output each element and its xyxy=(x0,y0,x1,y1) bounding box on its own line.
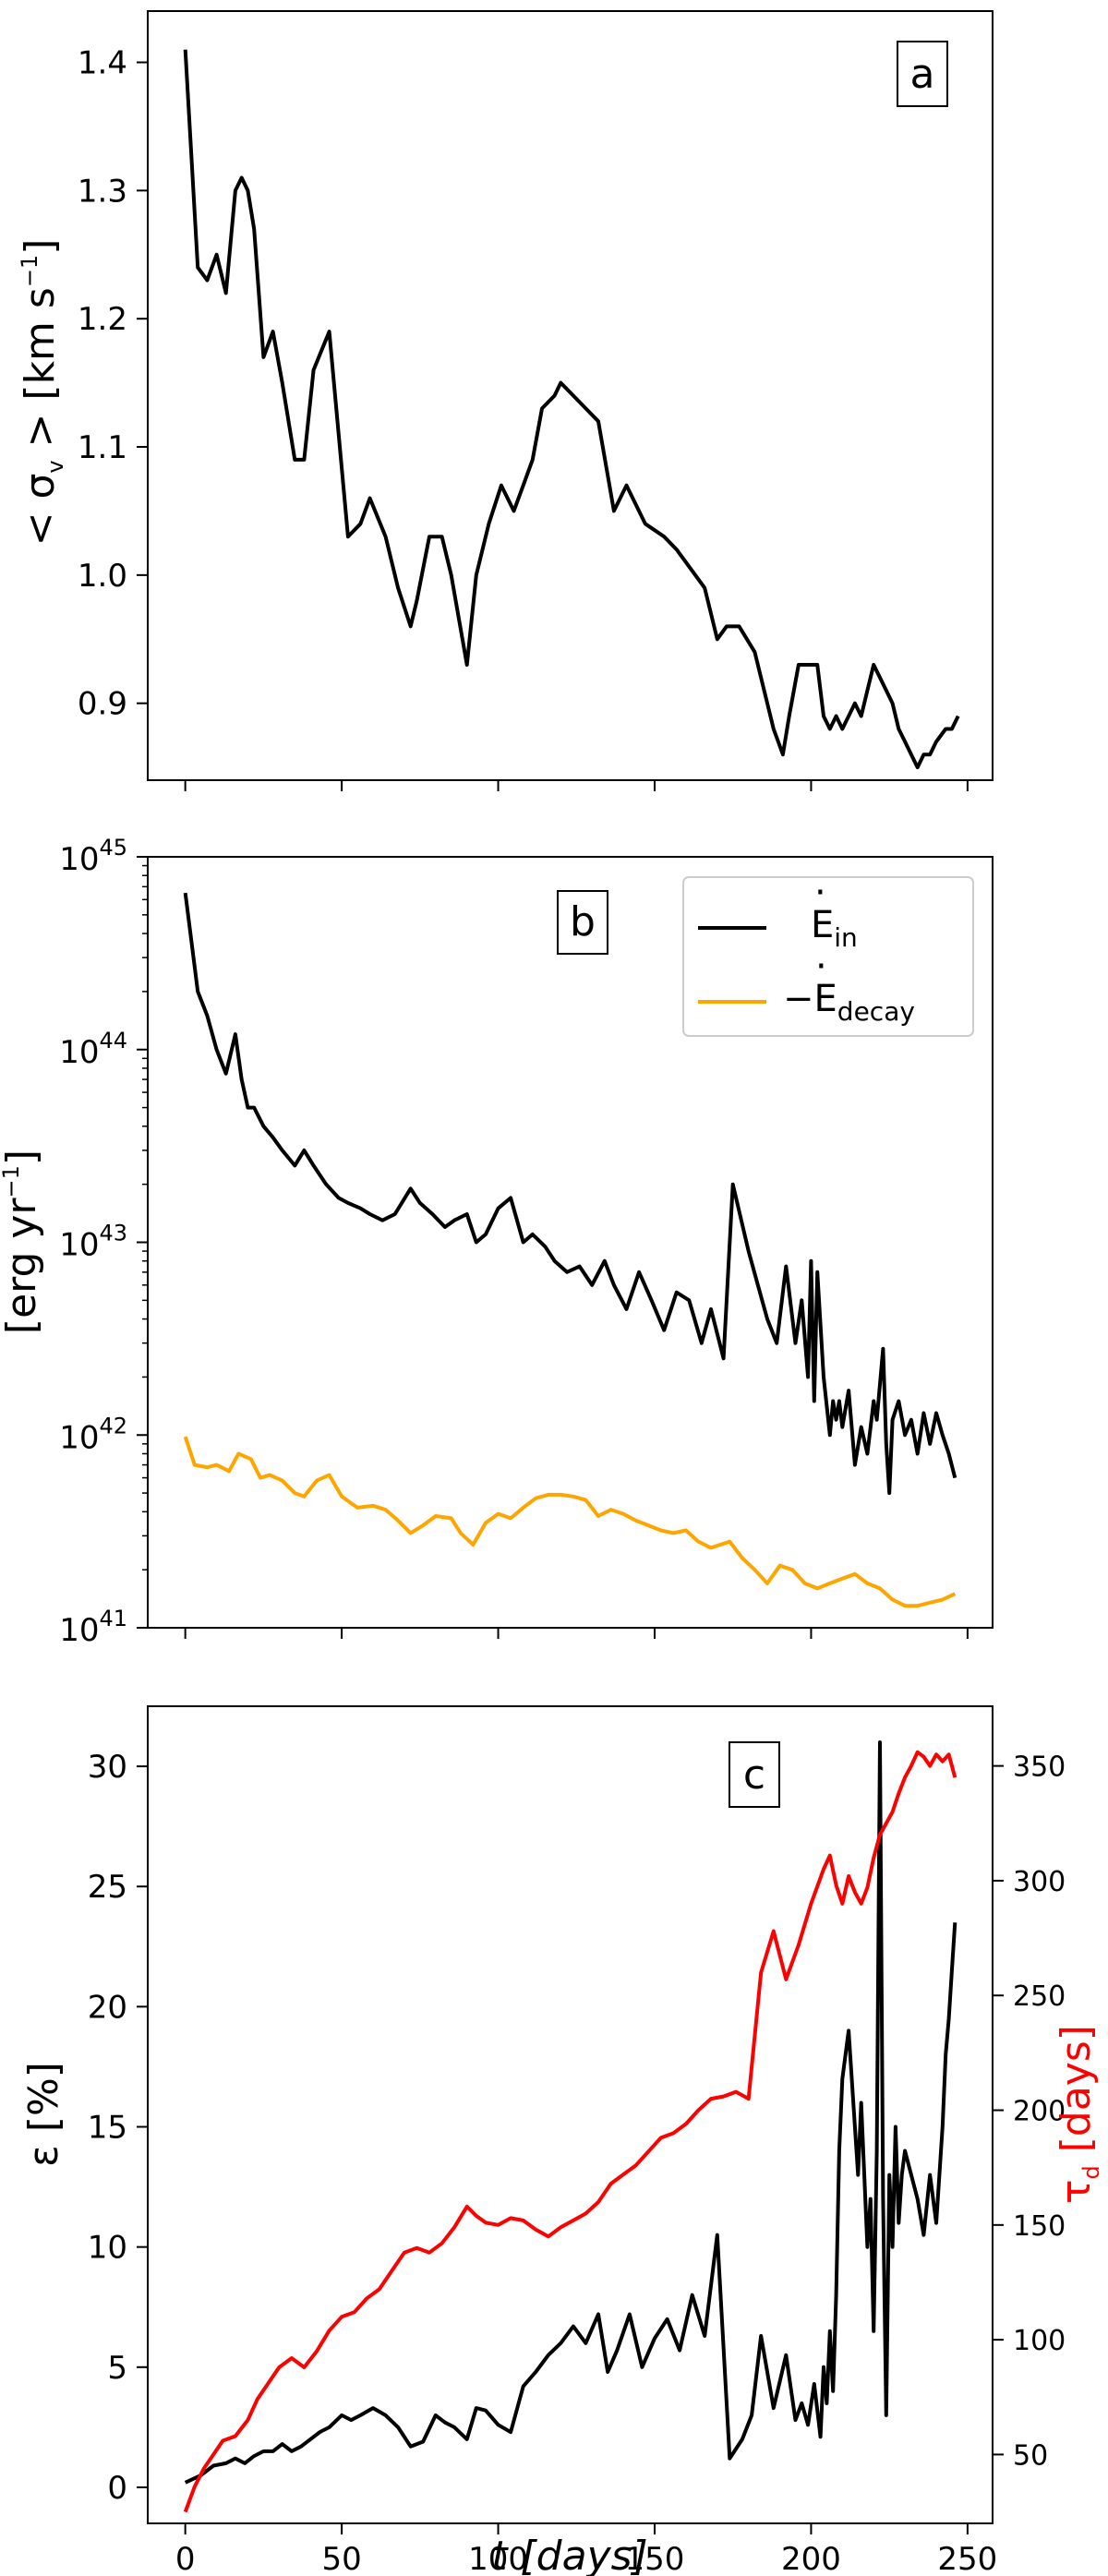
y-tick-label: 1.2 xyxy=(78,301,127,338)
panel-c-frame xyxy=(147,1705,994,2524)
y-right-tick-label: 50 xyxy=(1013,2439,1048,2472)
panel-a: 0.9 1.0 1.1 1.2 1.3 1.4 a < σv > [km s−1] xyxy=(17,10,994,791)
panel-c-ylabel-right: τd [days] xyxy=(1053,2025,1104,2204)
legend-dot-edecay: · xyxy=(815,945,827,988)
y-tick-label: 25 xyxy=(88,1869,127,1906)
x-tick-label: 250 xyxy=(937,2541,997,2576)
panel-c: 0 5 10 15 20 25 30 50 100 150 200 250 300 350 0 50 100 15… xyxy=(20,1705,1104,2576)
legend-box xyxy=(682,876,974,1037)
y-tick-label: 1045 xyxy=(59,835,127,878)
y-right-tick-label: 300 xyxy=(1013,1866,1066,1898)
y-tick-label: 10 xyxy=(88,2230,127,2267)
legend-dot-ein: · xyxy=(814,872,826,914)
y-tick-label: 1044 xyxy=(59,1028,127,1071)
y-right-tick-label: 350 xyxy=(1013,1751,1066,1784)
y-tick-label: 1042 xyxy=(59,1413,127,1456)
panel-b: 1041 1042 1043 1044 1045 b Ein · −Edecay · [… xyxy=(0,835,994,1649)
series-line xyxy=(184,1740,957,2485)
y-tick-label: 1.0 xyxy=(78,558,127,595)
panel-a-letter: a xyxy=(910,51,935,98)
panel-c-lines xyxy=(183,1740,957,2513)
legend: Ein · −Edecay · xyxy=(682,872,974,1037)
series-line xyxy=(183,49,960,770)
y-tick-label: 15 xyxy=(88,2110,127,2147)
y-right-tick-label: 150 xyxy=(1013,2210,1066,2243)
panel-a-letter-box xyxy=(897,41,948,107)
y-tick-label: 1.1 xyxy=(78,429,127,466)
panel-b-letter: b xyxy=(570,898,596,945)
x-tick-label: 50 xyxy=(321,2541,361,2576)
x-tick-label: 0 xyxy=(175,2541,196,2576)
panel-b-ylabel: [erg yr−1] xyxy=(0,1150,45,1334)
panel-b-lines xyxy=(183,892,957,1608)
legend-label-edecay: −Edecay xyxy=(783,978,915,1027)
panel-c-ticks: 0 5 10 15 20 25 30 50 100 150 200 250 300 350 0 50 100 15… xyxy=(88,1749,1066,2576)
panel-c-ylabel: ε [%] xyxy=(20,2062,67,2167)
panel-c-letter: c xyxy=(743,1751,765,1799)
panel-c-letter-box xyxy=(729,1741,780,1808)
series-line xyxy=(183,892,957,1496)
y-tick-label: 1.4 xyxy=(78,45,127,82)
y-tick-label: 30 xyxy=(88,1749,127,1786)
y-right-tick-label: 200 xyxy=(1013,2096,1066,2128)
panel-b-ticks: 1041 1042 1043 1044 1045 xyxy=(59,835,969,1649)
x-tick-label: 150 xyxy=(625,2541,685,2576)
panel-b-letter-box xyxy=(557,890,608,955)
y-tick-label: 0.9 xyxy=(78,686,127,723)
panel-c-xlabel: t [days] xyxy=(491,2533,647,2576)
series-line xyxy=(183,1750,957,2513)
series-line xyxy=(183,1436,957,1608)
panel-a-ylabel: < σv > [km s−1] xyxy=(17,239,68,547)
y-tick-label: 20 xyxy=(88,1989,127,2026)
y-tick-label: 1043 xyxy=(59,1221,127,1264)
y-tick-label: 0 xyxy=(107,2470,127,2507)
x-tick-label: 200 xyxy=(781,2541,841,2576)
y-right-tick-label: 250 xyxy=(1013,1980,1066,2013)
panel-a-ticks: 0.9 1.0 1.1 1.2 1.3 1.4 xyxy=(78,45,969,791)
panel-a-frame xyxy=(147,10,994,781)
x-tick-label: 100 xyxy=(468,2541,528,2576)
y-right-tick-label: 100 xyxy=(1013,2325,1066,2357)
panel-a-lines xyxy=(183,49,960,770)
y-tick-label: 1041 xyxy=(59,1606,127,1649)
y-tick-label: 1.3 xyxy=(78,173,127,210)
y-tick-label: 5 xyxy=(107,2350,127,2387)
